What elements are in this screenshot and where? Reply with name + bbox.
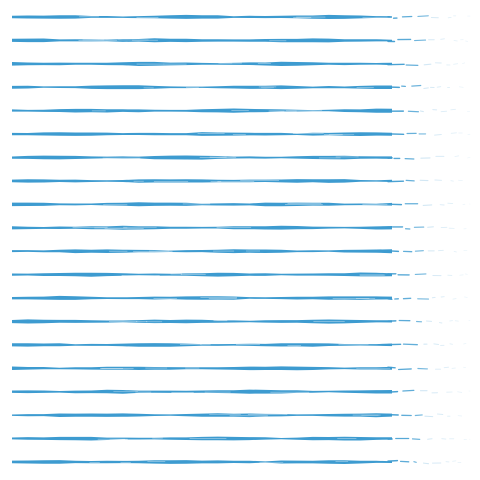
brush-stroke-tail	[422, 204, 433, 206]
brush-stroke-tail	[453, 251, 457, 253]
brush-stroke-tail	[402, 389, 415, 392]
brush-stroke	[12, 155, 471, 160]
brush-stroke-tail	[413, 461, 417, 463]
brush-stroke	[12, 389, 471, 394]
brush-stroke-body	[12, 413, 392, 418]
brush-stroke	[12, 202, 471, 207]
brush-stroke	[12, 14, 471, 19]
brush-stroke	[12, 436, 471, 441]
brush-stroke-tail	[411, 84, 422, 87]
brush-stroke-tail	[414, 273, 427, 275]
brush-stroke-tail	[457, 391, 463, 393]
brush-stroke-tail	[458, 179, 463, 182]
brush-stroke	[12, 179, 463, 183]
brush-stroke	[12, 61, 466, 67]
brush-stroke-tail	[423, 87, 429, 90]
brush-stroke-tail	[463, 366, 466, 369]
brush-stroke-tail	[427, 226, 434, 228]
brush-stroke-body	[12, 108, 392, 113]
brush-stroke	[12, 84, 464, 90]
brush-stroke-body	[12, 85, 392, 90]
brush-stroke-body	[12, 132, 392, 136]
brush-stroke-tail	[452, 298, 457, 300]
brush-stroke-tail	[427, 438, 433, 440]
brush-stroke-tail	[387, 250, 400, 253]
brush-stroke-body	[12, 319, 392, 324]
brush-stroke-tail	[402, 343, 418, 346]
brush-stroke-tail	[387, 390, 399, 393]
brush-stroke-body	[12, 14, 392, 19]
brush-stroke	[12, 272, 468, 277]
brush-stroke-body	[12, 295, 392, 300]
brush-stroke-body	[12, 249, 392, 254]
brush-stroke	[12, 108, 471, 113]
brush-stroke-tail	[454, 155, 460, 157]
brush-stroke-tail	[433, 343, 439, 345]
brush-stroke-body	[12, 225, 392, 230]
brush-stroke-body	[12, 389, 392, 394]
brush-stroke-tail	[450, 132, 457, 134]
brush-stroke-tail	[387, 226, 392, 229]
brush-stroke-tail	[436, 86, 442, 88]
brush-stroke	[12, 132, 471, 136]
brush-stroke-tail	[414, 39, 427, 42]
brush-stroke-tail	[450, 108, 456, 111]
brush-stroke-tail	[405, 179, 415, 182]
brush-stroke-tail	[397, 368, 412, 371]
brush-stroke-body	[12, 179, 392, 183]
brush-stroke	[12, 38, 469, 43]
brush-stroke	[12, 249, 468, 254]
brush-stroke-tail	[440, 38, 445, 40]
brush-stroke	[12, 366, 466, 371]
brush-stroke-tail	[419, 110, 424, 113]
brush-stroke-tail	[464, 296, 468, 298]
brush-stroke-tail	[414, 414, 423, 417]
brush-stroke-tail	[417, 15, 429, 17]
brush-stroke-body	[12, 202, 392, 207]
brush-stroke-tail	[458, 86, 464, 88]
brush-stroke-body	[12, 61, 392, 66]
brush-stroke-tail	[411, 438, 421, 440]
brush-stroke-tail	[414, 250, 424, 252]
brush-stroke-tail	[387, 459, 399, 462]
brush-stroke	[12, 343, 467, 347]
brush-stroke-tail	[449, 343, 453, 345]
brush-stroke	[12, 295, 468, 301]
brush-stroke	[12, 225, 467, 230]
brush-stroke	[12, 459, 462, 465]
brush-stroke-tail	[462, 203, 466, 206]
brush-stroke	[12, 319, 471, 324]
brush-stroke-tail	[437, 413, 444, 415]
brush-stroke	[12, 413, 462, 418]
brush-stroke-body	[12, 366, 392, 371]
brush-stroke-tail	[440, 110, 448, 113]
brush-stroke-tail	[462, 62, 466, 64]
brush-stroke-body	[12, 38, 392, 43]
brush-stroke-tail	[453, 63, 458, 65]
brush-stroke-tail	[434, 134, 442, 136]
brush-stroke-tail	[453, 40, 458, 42]
brush-stroke-tail	[387, 366, 396, 369]
brush-stroke-tail	[463, 343, 467, 345]
brush-stroke-body	[12, 460, 392, 464]
brush-stroke-tail	[423, 63, 432, 66]
brush-stroke-tail	[422, 462, 430, 465]
brush-stroke-tail	[467, 133, 471, 136]
brush-stroke-tail	[407, 110, 420, 113]
brush-stroke-tail	[443, 366, 450, 369]
